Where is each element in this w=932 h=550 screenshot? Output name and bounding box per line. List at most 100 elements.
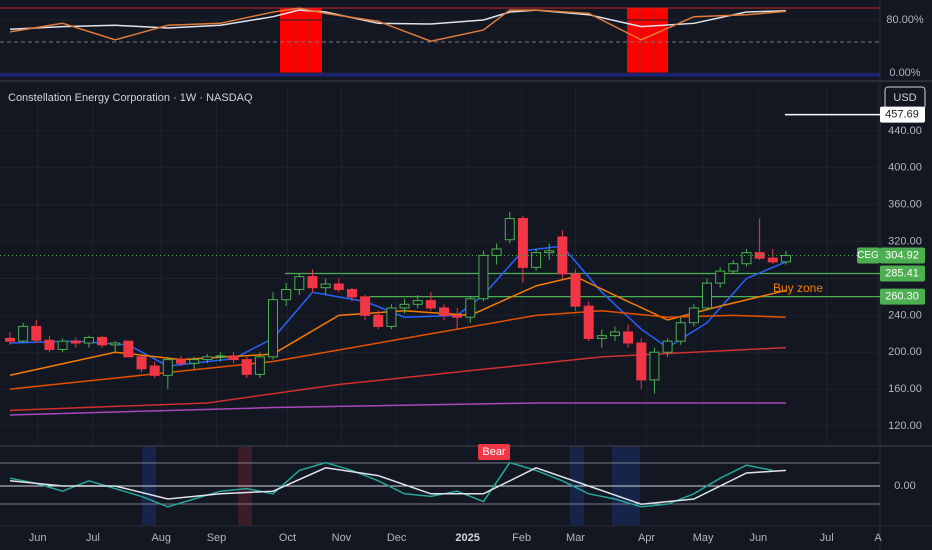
candle-body [544, 250, 555, 254]
indicator-line [9, 346, 786, 412]
indicator-line [9, 309, 786, 390]
candle-body [57, 340, 68, 350]
candle-body [439, 307, 449, 316]
y-tick-label: 160.00 [888, 383, 922, 395]
candle-body [360, 296, 371, 316]
x-tick-label: Sep [207, 532, 227, 544]
candle-body [241, 359, 252, 375]
candle-body [373, 314, 384, 327]
candle-body [149, 365, 160, 376]
candle-body [412, 300, 423, 305]
candle-body [70, 340, 81, 344]
y-tick-label: 120.00 [888, 420, 922, 432]
candle-body [110, 342, 121, 346]
candle-body [5, 337, 15, 342]
labels: Constellation Energy Corporation · 1W · … [8, 14, 926, 544]
candle-body [702, 282, 713, 309]
candle-body [254, 356, 265, 375]
candle-body [715, 270, 726, 284]
x-tick-label: May [693, 532, 714, 544]
y-tick-label: 200.00 [888, 346, 922, 358]
candle-body [596, 335, 607, 339]
candle-body [18, 325, 29, 342]
overbought-zone [280, 8, 322, 74]
candle-body [386, 307, 397, 327]
currency[interactable]: USD [893, 92, 916, 104]
price-level-label: 285.41 [885, 267, 919, 279]
candle-body [228, 355, 239, 361]
bear-box [478, 444, 510, 460]
candle-body [557, 236, 568, 275]
x-tick-label: Oct [279, 532, 296, 544]
annotation: Bear [482, 446, 506, 458]
x-tick-label: Apr [638, 532, 655, 544]
x-tick-label: Aug [151, 532, 171, 544]
indicator-line [9, 461, 773, 508]
candle-body [452, 314, 463, 318]
x-tick-label: Nov [332, 532, 352, 544]
annotation: Buy zone [773, 281, 823, 295]
candle-body [780, 254, 791, 263]
candle-body [268, 299, 279, 358]
x-tick-label: A [874, 532, 882, 544]
price-level-box [880, 288, 925, 305]
x-tick-label: Feb [512, 532, 531, 544]
candle-body [136, 356, 147, 370]
indicator-line [9, 466, 786, 505]
price-level-label: 260.30 [885, 291, 919, 303]
candle-body [189, 359, 200, 364]
candle-body [202, 356, 213, 361]
price-level-box [880, 106, 925, 123]
candle-body [425, 300, 436, 309]
candle-body [741, 252, 752, 265]
candle-body [649, 351, 660, 381]
x-tick-label: Dec [387, 532, 407, 544]
indicator-line [9, 7, 787, 42]
candle-body [333, 283, 344, 291]
y-tick-label: 360.00 [888, 199, 922, 211]
symbol-label: CEG [857, 250, 879, 261]
marks [0, 7, 880, 508]
last-price-box [880, 247, 925, 264]
symbol-box [857, 247, 880, 264]
candle-body [517, 218, 528, 268]
y-tick-label: 240.00 [888, 309, 922, 321]
y-tick-label: 400.00 [888, 162, 922, 174]
candle-body [399, 303, 410, 309]
price-level-label: 457.69 [885, 109, 919, 121]
candle-body [123, 340, 134, 358]
overbought-zone [627, 8, 668, 74]
price-level-box [880, 265, 925, 282]
candle-body [636, 342, 647, 381]
candle-body [294, 276, 305, 291]
candle-body [478, 254, 489, 300]
candle-body [531, 252, 542, 268]
candle-body [307, 276, 318, 289]
candle-body [175, 359, 186, 364]
candle-body [609, 331, 620, 337]
candle-body [662, 340, 673, 353]
candle-body [346, 289, 357, 298]
chart-title: Constellation Energy Corporation · 1W · … [8, 92, 253, 104]
x-tick-label: Jun [29, 532, 47, 544]
candle-body [320, 283, 331, 289]
candle-body [583, 305, 594, 339]
candle-body [97, 336, 108, 346]
x-tick-label: Jul [820, 532, 834, 544]
candle-body [31, 325, 42, 341]
candle-body [570, 273, 581, 307]
candle-body [728, 263, 739, 272]
candle-body [465, 298, 476, 318]
candle-body [83, 336, 94, 344]
x-tick-label: Jun [749, 532, 767, 544]
x-tick-label: Jul [86, 532, 100, 544]
candle-body [688, 307, 699, 324]
candle-body [162, 359, 173, 376]
candle-body [623, 331, 634, 344]
y-tick-label: 320.00 [888, 235, 922, 247]
y-tick-label: 80.00% [886, 14, 924, 26]
last-price-label: 304.92 [885, 249, 919, 261]
